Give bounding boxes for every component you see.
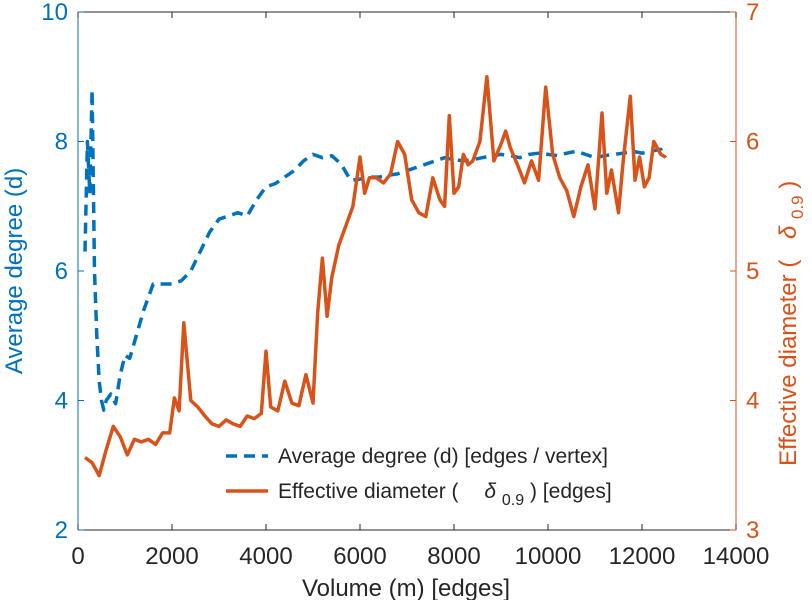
left-y-axis-title: Average degree (d)	[1, 168, 28, 374]
series-group	[83, 75, 668, 478]
right-y-axis-title-subscript: 0.9	[788, 195, 807, 219]
left-y-tick-label: 10	[41, 0, 68, 26]
x-tick-label: 0	[71, 543, 84, 570]
x-tick-label: 8000	[427, 543, 480, 570]
legend-label-average-degree: Average degree (d) [edges / vertex]	[278, 445, 608, 468]
x-tick-label: 12000	[609, 543, 676, 570]
left-y-tick-label: 8	[55, 129, 68, 156]
legend-label-effective-diameter-subscript: 0.9	[502, 492, 524, 509]
right-y-tick-label: 5	[746, 258, 759, 285]
x-tick-label: 10000	[515, 543, 582, 570]
right-y-axis-title: Effective diameter ( δ 0.9 )	[775, 181, 809, 466]
x-tick-label: 2000	[145, 543, 198, 570]
right-y-tick-label: 4	[746, 388, 759, 415]
legend-label-effective-diameter: Effective diameter ( δ 0.9 ) [edges]	[278, 480, 612, 510]
right-y-tick-label: 6	[746, 129, 759, 156]
right-y-axis-title-prefix: Effective diameter (	[775, 260, 802, 466]
legend-label-effective-diameter-prefix: Effective diameter (	[278, 480, 459, 503]
right-y-axis-title-suffix: )	[775, 181, 802, 189]
axes-group: 0 2000 4000 6000 8000 10000 12000 14000 2 4 6 8 10 3 4…	[41, 0, 769, 570]
x-axis-title: Volume (m) [edges]	[302, 575, 510, 600]
legend: Average degree (d) [edges / vertex] Effe…	[226, 445, 612, 510]
effective-diameter-series-line	[83, 75, 667, 478]
x-tick-label: 14000	[703, 543, 770, 570]
x-tick-label: 6000	[333, 543, 386, 570]
left-y-tick-label: 2	[55, 517, 68, 544]
legend-label-effective-diameter-suffix: ) [edges]	[530, 480, 612, 503]
right-y-axis-title-symbol: δ	[775, 225, 802, 239]
right-y-tick-label: 3	[746, 517, 759, 544]
legend-label-effective-diameter-symbol: δ	[484, 480, 496, 503]
x-tick-label: 4000	[239, 543, 292, 570]
left-y-tick-label: 6	[55, 258, 68, 285]
average-degree-series-line	[83, 87, 668, 412]
right-y-tick-label: 7	[746, 0, 759, 26]
left-y-tick-label: 4	[55, 388, 68, 415]
